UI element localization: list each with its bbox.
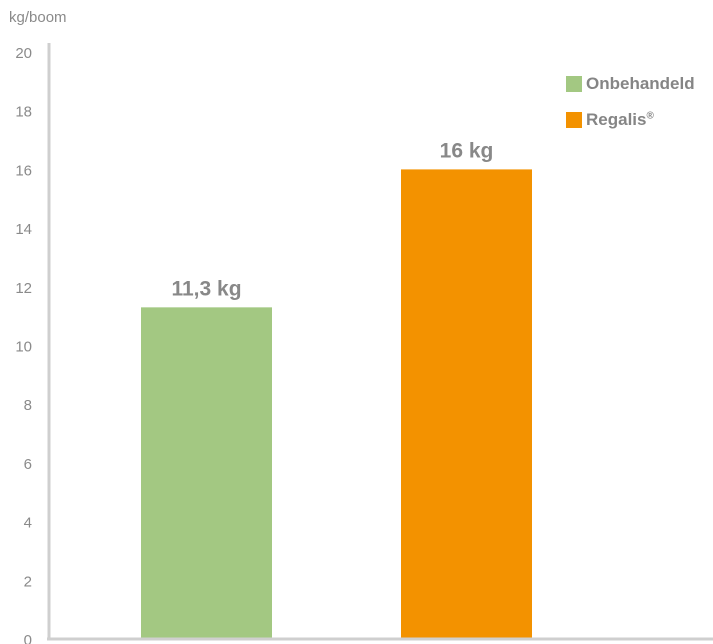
y-tick-label-4: 4 bbox=[24, 515, 32, 532]
legend-item-regalis: Regalis® bbox=[566, 110, 695, 130]
legend-swatch-onbehandeld bbox=[566, 76, 582, 92]
bar-value-label-onbehandeld: 11,3 kg bbox=[171, 277, 241, 300]
y-tick-label-16: 16 bbox=[15, 162, 32, 179]
y-tick-label-20: 20 bbox=[15, 45, 32, 62]
legend-label-regalis-text: Regalis bbox=[586, 110, 647, 129]
legend-item-onbehandeld: Onbehandeld bbox=[566, 74, 695, 94]
y-tick-label-10: 10 bbox=[15, 339, 32, 356]
legend-swatch-regalis bbox=[566, 112, 582, 128]
y-axis-unit-label: kg/boom bbox=[9, 9, 67, 26]
registered-mark: ® bbox=[646, 110, 654, 122]
legend: Onbehandeld Regalis® bbox=[566, 74, 695, 146]
y-tick-label-8: 8 bbox=[24, 397, 32, 414]
bar-value-label-regalis: 16 kg bbox=[440, 139, 494, 162]
y-tick-label-14: 14 bbox=[15, 221, 32, 238]
y-tick-label-12: 12 bbox=[15, 280, 32, 297]
y-tick-label-18: 18 bbox=[15, 104, 32, 121]
y-tick-label-0: 0 bbox=[24, 632, 32, 644]
y-axis-ticks: 0 2 4 6 8 10 12 14 16 18 20 bbox=[15, 45, 32, 644]
legend-label-onbehandeld: Onbehandeld bbox=[586, 74, 695, 93]
bar-data-labels: 11,3 kg 16 kg bbox=[171, 139, 493, 300]
legend-label-regalis: Regalis® bbox=[586, 110, 654, 130]
bar-onbehandeld bbox=[141, 307, 272, 639]
y-tick-label-6: 6 bbox=[24, 456, 32, 473]
bars-group bbox=[141, 169, 532, 639]
y-tick-label-2: 2 bbox=[24, 573, 32, 590]
bar-regalis bbox=[401, 169, 532, 639]
